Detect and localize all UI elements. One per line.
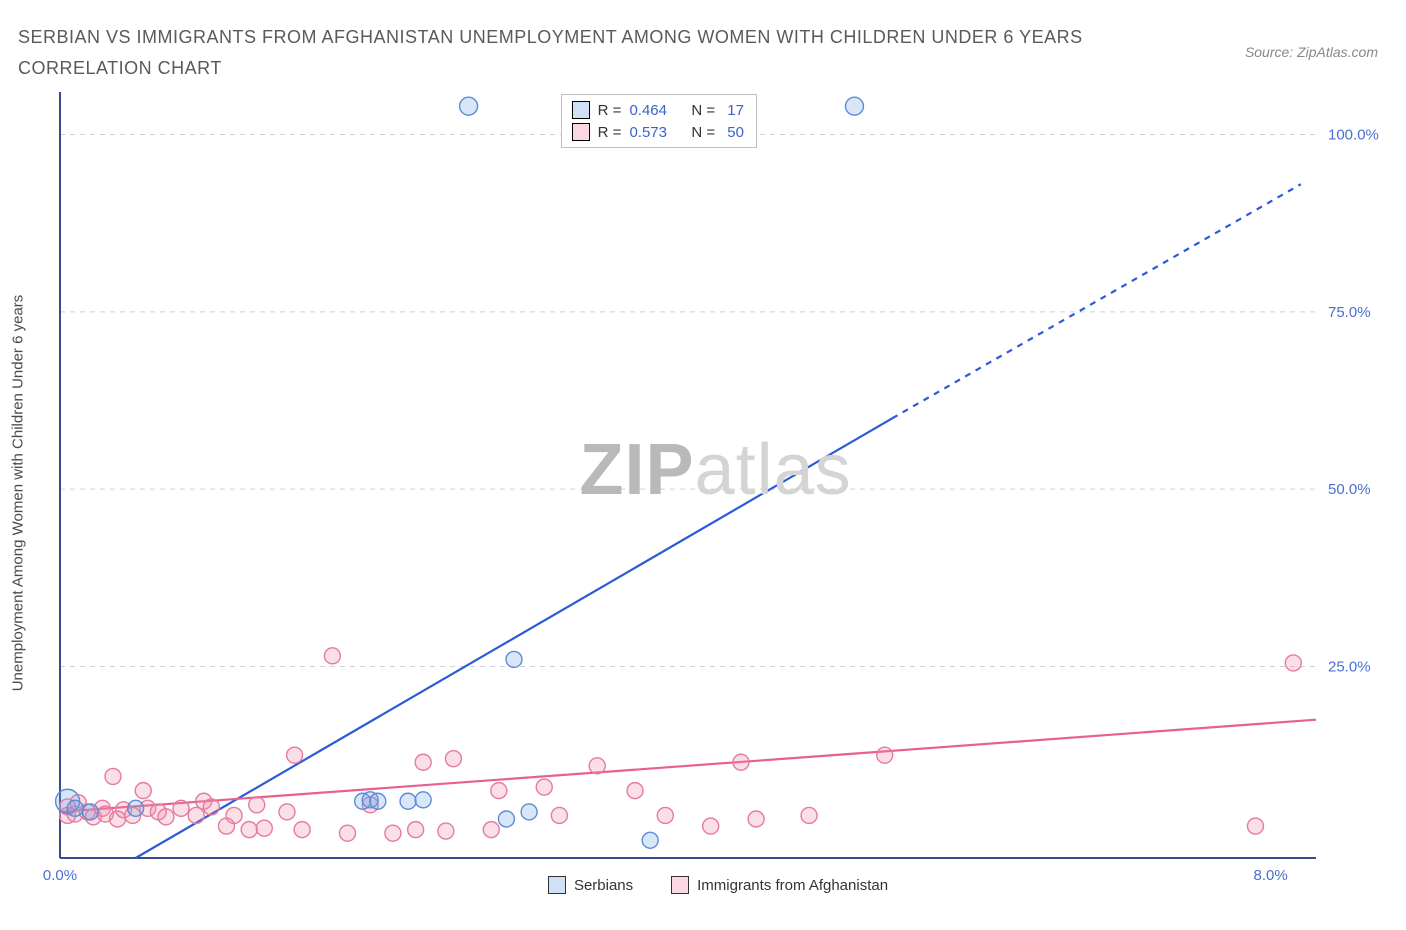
point-afghan: [801, 807, 817, 823]
point-serbians: [128, 800, 144, 816]
point-afghan: [1285, 655, 1301, 671]
legend-swatch: [572, 123, 590, 141]
point-serbians: [521, 804, 537, 820]
point-afghan: [627, 783, 643, 799]
point-afghan: [135, 783, 151, 799]
point-afghan: [438, 823, 454, 839]
y-tick-label: 75.0%: [1328, 304, 1371, 321]
point-afghan: [445, 751, 461, 767]
y-tick-label: 100.0%: [1328, 127, 1379, 144]
point-afghan: [877, 747, 893, 763]
point-afghan: [249, 797, 265, 813]
legend-swatch: [548, 876, 566, 894]
y-tick-label: 25.0%: [1328, 659, 1371, 676]
point-afghan: [483, 822, 499, 838]
point-serbians: [642, 832, 658, 848]
point-afghan: [748, 811, 764, 827]
point-serbians: [67, 800, 83, 816]
point-afghan: [173, 800, 189, 816]
point-afghan: [256, 820, 272, 836]
point-afghan: [241, 822, 257, 838]
point-serbians: [845, 97, 863, 115]
legend-item: Serbians: [548, 876, 633, 894]
point-afghan: [415, 754, 431, 770]
point-afghan: [294, 822, 310, 838]
point-afghan: [703, 818, 719, 834]
bottom-legend: Serbians Immigrants from Afghanistan: [48, 876, 1388, 894]
point-afghan: [551, 807, 567, 823]
source-credit: Source: ZipAtlas.com: [1245, 22, 1378, 60]
stats-row: R = 0.573 N = 50: [572, 123, 744, 141]
point-serbians: [82, 804, 98, 820]
point-afghan: [203, 799, 219, 815]
point-afghan: [158, 809, 174, 825]
point-afghan: [1247, 818, 1263, 834]
point-afghan: [287, 747, 303, 763]
point-afghan: [279, 804, 295, 820]
point-afghan: [733, 754, 749, 770]
point-afghan: [340, 825, 356, 841]
point-afghan: [589, 758, 605, 774]
point-afghan: [188, 807, 204, 823]
point-afghan: [491, 783, 507, 799]
y-axis-label: Unemployment Among Women with Children U…: [10, 295, 27, 692]
point-serbians: [498, 811, 514, 827]
point-serbians: [415, 792, 431, 808]
point-serbians: [460, 97, 478, 115]
point-afghan: [226, 807, 242, 823]
legend-item: Immigrants from Afghanistan: [671, 876, 888, 894]
point-serbians: [506, 651, 522, 667]
point-serbians: [370, 793, 386, 809]
stats-row: R = 0.464 N = 17: [572, 101, 744, 119]
scatter-plot: 25.0%50.0%75.0%100.0%0.0%8.0%: [56, 86, 1388, 900]
trend-line-serbians-extrapolated: [892, 184, 1301, 418]
trend-line-serbians: [136, 418, 893, 858]
point-afghan: [408, 822, 424, 838]
legend-swatch: [671, 876, 689, 894]
point-afghan: [657, 807, 673, 823]
point-afghan: [324, 648, 340, 664]
chart-title: SERBIAN VS IMMIGRANTS FROM AFGHANISTAN U…: [18, 22, 1138, 83]
point-afghan: [105, 768, 121, 784]
point-afghan: [536, 779, 552, 795]
trend-line-afghan: [60, 720, 1316, 812]
chart-area: Unemployment Among Women with Children U…: [48, 86, 1388, 900]
stats-box: R = 0.464 N = 17 R = 0.573 N = 50: [561, 94, 757, 148]
legend-swatch: [572, 101, 590, 119]
point-serbians: [400, 793, 416, 809]
point-afghan: [385, 825, 401, 841]
y-tick-label: 50.0%: [1328, 481, 1371, 498]
